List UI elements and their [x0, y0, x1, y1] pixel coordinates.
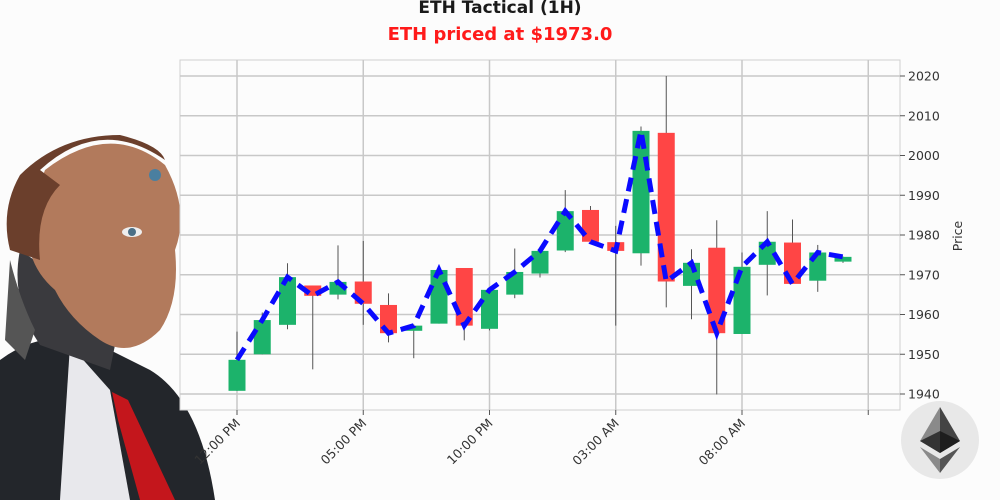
- candle-body: [481, 289, 498, 329]
- y-tick-label: 1950: [908, 347, 940, 362]
- candle-body: [556, 211, 574, 251]
- y-tick-label: 1960: [908, 307, 940, 322]
- candle-body: [253, 320, 271, 355]
- x-tick-label: 08:00 AM: [696, 416, 749, 469]
- y-tick-label: 1980: [908, 228, 940, 243]
- candle-body: [531, 250, 549, 274]
- candle-body: [632, 130, 650, 254]
- candle-body: [834, 256, 852, 262]
- candle-24: [834, 256, 852, 263]
- candle-body: [228, 359, 246, 391]
- close-line: [234, 130, 844, 362]
- y-tick-label: 1970: [908, 267, 940, 282]
- candle-body: [582, 209, 599, 242]
- candle-body: [304, 285, 322, 296]
- y-tick-label: 1940: [908, 387, 940, 402]
- ethereum-logo-icon: [901, 401, 979, 479]
- y-tick-label: 2000: [908, 148, 940, 163]
- y-axis-label: Price: [950, 220, 965, 251]
- x-tick-label: 03:00 AM: [569, 416, 622, 469]
- y-tick-label: 2020: [908, 69, 940, 84]
- candle-body: [708, 247, 726, 334]
- candle-14: [582, 205, 599, 242]
- candle-3: [304, 285, 322, 370]
- candle-13: [556, 190, 574, 253]
- candle-body: [657, 132, 675, 282]
- candle-19: [708, 220, 726, 395]
- candle-body: [430, 269, 448, 324]
- ai-humanoid-illustration: [0, 135, 215, 500]
- x-tick-label: 10:00 PM: [444, 416, 496, 468]
- x-tick-label: 05:00 PM: [318, 416, 370, 468]
- chart-subtitle: ETH priced at $1973.0: [387, 24, 613, 45]
- candle-8: [430, 268, 448, 324]
- candle-12: [531, 250, 549, 278]
- candle-body: [279, 277, 296, 325]
- y-tick-label: 1990: [908, 188, 940, 203]
- candle-body: [455, 267, 473, 326]
- candle-10: [481, 289, 498, 331]
- candle-0: [228, 331, 246, 391]
- chart-title: ETH Tactical (1H): [418, 0, 582, 18]
- y-tick-label: 2010: [908, 108, 940, 123]
